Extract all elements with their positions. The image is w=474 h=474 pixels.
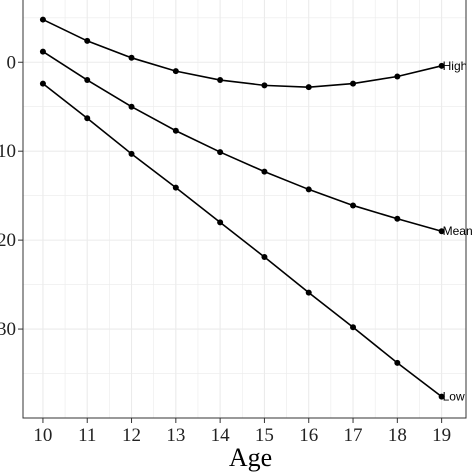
series-label: Low (443, 390, 465, 404)
series-label-layer: High Mean Low (443, 59, 473, 404)
data-point (350, 202, 357, 209)
x-tick-label: 17 (344, 425, 363, 446)
x-tick-label: 10 (33, 425, 52, 446)
data-point (438, 393, 445, 400)
data-point (39, 48, 46, 55)
series-line (42, 18, 442, 88)
series-label: High (443, 59, 468, 73)
series-layer (39, 16, 445, 400)
data-point (438, 228, 445, 235)
x-tick-label: 12 (122, 425, 141, 446)
data-point (84, 115, 91, 122)
x-tick-label: 19 (432, 425, 451, 446)
series-line (42, 50, 442, 233)
x-tick-label: 14 (211, 425, 231, 446)
data-point (84, 77, 91, 84)
x-tick-label: 16 (299, 425, 318, 446)
data-point (261, 254, 268, 261)
y-tick-label: 0 (7, 52, 17, 73)
x-tick-label: 11 (78, 425, 96, 446)
data-point (128, 150, 135, 157)
x-tick-label: 13 (166, 425, 185, 446)
data-point (217, 149, 224, 156)
data-point (438, 62, 445, 69)
data-point (350, 324, 357, 331)
data-point (128, 54, 135, 61)
panel-border (22, 0, 467, 419)
data-point (261, 168, 268, 175)
data-point (39, 16, 46, 23)
data-point (84, 37, 91, 44)
data-point (172, 127, 179, 134)
y-tick-label: 30 (0, 319, 16, 340)
x-tick-label: 18 (388, 425, 407, 446)
data-point (394, 73, 401, 80)
y-tick-label: 20 (0, 230, 16, 251)
axis-layer: 10 11 12 13 14 15 16 17 18 19 0 10 20 30 (0, 52, 451, 446)
data-point (305, 186, 312, 193)
x-tick-label: 15 (255, 425, 274, 446)
data-point (217, 77, 224, 84)
data-point (394, 215, 401, 222)
data-point (261, 82, 268, 89)
series-label: Mean (443, 224, 473, 238)
data-point (172, 68, 179, 75)
data-point (128, 103, 135, 110)
data-point (217, 219, 224, 226)
data-point (39, 80, 46, 87)
y-tick-label: 10 (0, 141, 16, 162)
data-point (172, 184, 179, 191)
data-point (305, 289, 312, 296)
data-point (350, 80, 357, 87)
grid-layer (23, 0, 466, 418)
data-point (305, 84, 312, 91)
series-line (42, 82, 443, 398)
data-point (394, 359, 401, 366)
x-axis-title: Age (229, 443, 272, 472)
